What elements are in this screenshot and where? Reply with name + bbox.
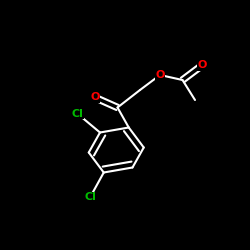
Text: O: O [155, 70, 165, 80]
Text: O: O [198, 60, 207, 70]
Text: O: O [90, 92, 100, 102]
Text: Cl: Cl [72, 109, 84, 119]
Text: Cl: Cl [84, 192, 96, 202]
